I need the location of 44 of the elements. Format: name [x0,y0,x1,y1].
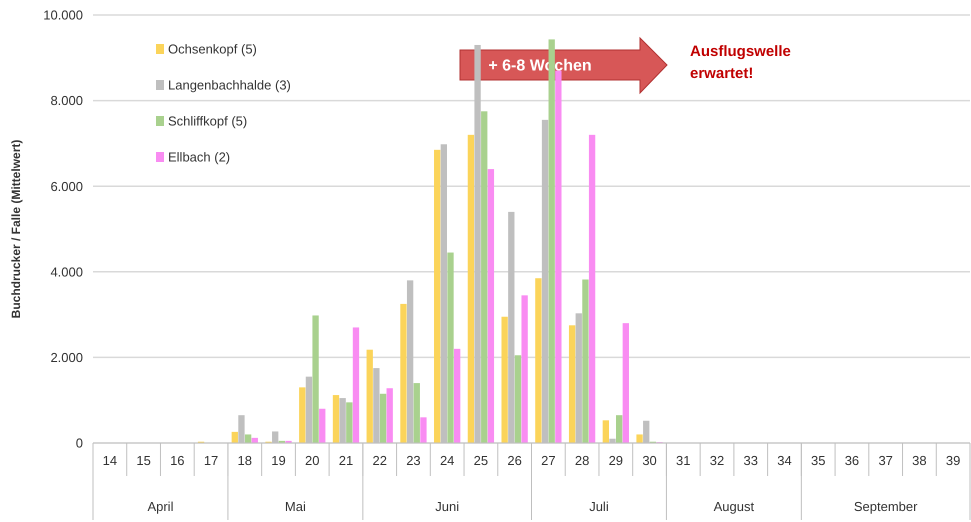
text: Juli [589,499,609,514]
x-tick-label: 20 [305,453,320,468]
x-tick-label: 35 [810,453,826,468]
x-tick-label: 17 [204,453,218,468]
y-tick-label: 10.000 [43,8,83,23]
x-tick-label: 27 [541,453,556,468]
x-tick-label: 26 [507,453,522,468]
legend-label: Langenbachhalde (3) [168,78,291,93]
x-tick-label: 18 [238,453,252,468]
x-tick-label: 38 [912,453,927,468]
x-tick-label: 19 [271,453,286,468]
x-tick-label: 29 [608,453,624,468]
y-tick-label: 6.000 [50,178,83,194]
x-tick-label: 23 [406,453,421,468]
x-tick-label: 36 [844,453,860,468]
x-tick-label: 37 [878,453,893,468]
x-tick-label: 14 [102,453,118,468]
text: Mai [284,499,306,514]
x-tick-label: 22 [372,453,387,468]
text: August [714,499,755,514]
x-tick-label: 15 [136,453,151,468]
x-tick-label: 25 [474,453,488,468]
legend-label: Schliffkopf (5) [168,114,248,129]
x-tick-label: 34 [777,453,792,468]
text: Juni [435,499,460,514]
y-axis-title: Buchdrucker / Falle (Mittelwert) [9,140,23,318]
y-tick-label: 8.000 [50,93,83,108]
x-tick-label: 32 [710,453,724,468]
legend-label: Ochsenkopf (5) [168,42,257,57]
annotation: Ausflugswelle erwartet! [690,43,791,82]
x-tick-label: 16 [170,453,185,468]
y-tick-label: 0 [76,436,83,451]
x-tick-label: 21 [338,453,354,468]
x-tick-label: 28 [574,453,590,468]
y-tick-label: 4.000 [50,264,83,280]
x-tick-label: 31 [676,453,691,468]
legend-label: Ellbach (2) [168,150,230,165]
x-tick-label: 24 [440,453,454,468]
text: April [147,499,174,514]
y-tick-label: 2.000 [50,350,83,365]
text: September [854,499,918,514]
x-tick-label: 30 [642,453,657,468]
x-tick-label: 39 [946,453,960,468]
x-tick-label: 33 [744,453,758,468]
